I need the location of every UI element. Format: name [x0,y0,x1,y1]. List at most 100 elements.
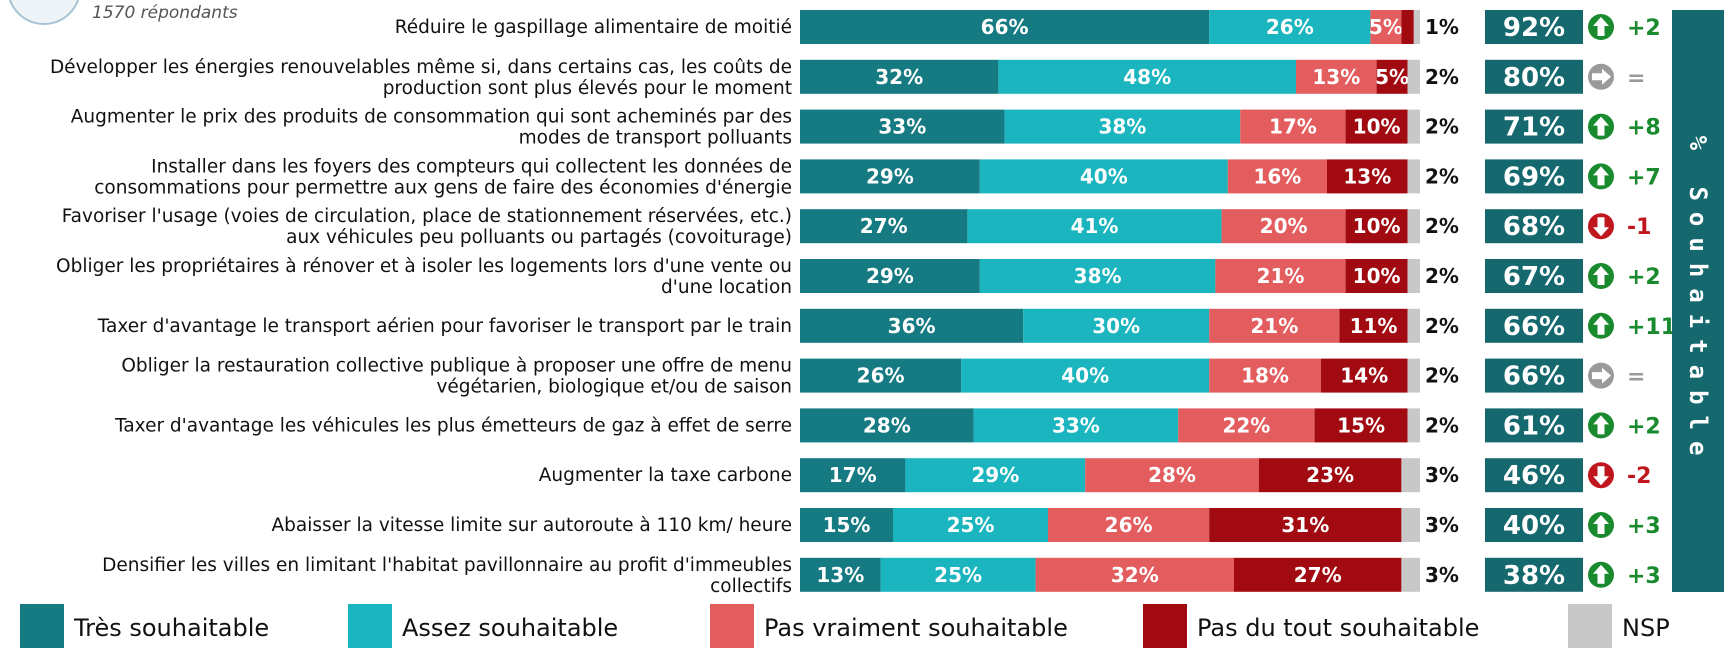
bar-segment-pas_vraiment [1035,557,1234,592]
bar-segment-nsp [1407,209,1420,244]
row-label: Augmenter la taxe carbone [539,465,792,486]
trend-up-icon [1588,312,1614,339]
bar-value-label: 16% [1253,164,1301,188]
bar-segment-assez [880,557,1036,592]
total-box [1485,308,1583,343]
bar-value-label: 13% [816,563,864,587]
legend-item-pas_vraiment: Pas vraiment souhaitable [710,604,1068,648]
bar-value-label: 17% [1269,115,1317,139]
total-box [1485,358,1583,393]
bar-value-label: 27% [1294,563,1342,587]
row-label: Abaisser la vitesse limite sur autoroute… [271,515,792,536]
legend-label: Pas du tout souhaitable [1197,614,1479,642]
chart-row: Taxer d'avantage le transport aérien pou… [97,308,1676,343]
row-label-line: Obliger la restauration collective publi… [121,356,792,377]
bar-segment-pas_du_tout [1209,508,1402,542]
row-label: Réduire le gaspillage alimentaire de moi… [395,17,792,38]
bar-segment-pas_du_tout [1345,109,1408,144]
bar-segment-pas_du_tout [1376,59,1408,94]
bar-value-label: 21% [1250,314,1298,338]
trend-up-icon [1588,163,1614,190]
bar-segment-assez [973,408,1179,443]
trend-delta: +8 [1627,116,1661,141]
total-value: 80% [1503,63,1565,93]
bar-segment-assez [961,358,1210,393]
bar-value-label: 5% [1369,15,1403,39]
logo-circle [9,0,79,25]
bar-value-label: 31% [1281,513,1329,537]
bar-segment-tres [800,408,974,443]
trend-delta: +2 [1627,16,1661,41]
row-label: Favoriser l'usage (voies de circulation,… [62,206,792,248]
bar-segment-tres [800,358,962,393]
row-label-line: d'une location [661,277,792,298]
bar-segment-tres [800,109,1005,144]
bar-value-label: 11% [1350,314,1398,338]
row-label-line: consommations pour permettre aux gens de… [94,177,792,198]
row-label: Taxer d'avantage les véhicules les plus … [114,415,792,436]
nsp-value-label: 2% [1425,364,1459,388]
bar-segment-pas_du_tout [1314,408,1408,443]
bar-segment-pas_vraiment [1240,109,1346,144]
bar-value-label: 29% [866,164,914,188]
row-label-line: collectifs [710,576,792,597]
total-box [1485,259,1583,293]
total-value: 71% [1503,113,1565,143]
trend-delta: +3 [1627,564,1661,589]
bar-segment-assez [998,59,1296,94]
chart-row: Favoriser l'usage (voies de circulation,… [62,206,1652,248]
total-value: 92% [1503,13,1565,43]
total-value: 66% [1503,362,1565,392]
bar-segment-pas_vraiment [1221,209,1346,244]
nsp-value-label: 3% [1425,513,1459,537]
total-value: 67% [1503,262,1565,292]
bar-value-label: 29% [971,463,1019,487]
bar-value-label: 30% [1092,314,1140,338]
bar-segment-pas_du_tout [1234,557,1402,592]
nsp-value-label: 2% [1425,115,1459,139]
row-label: Obliger les propriétaires à rénover et à… [56,256,792,298]
bar-segment-tres [800,159,980,194]
bar-value-label: 14% [1340,364,1388,388]
bar-segment-nsp [1407,408,1420,443]
sidebar-bg [1672,10,1724,592]
row-label: Taxer d'avantage le transport aérien pou… [97,316,792,337]
trend-delta: +11 [1627,315,1676,340]
nsp-value-label: 3% [1425,563,1459,587]
row-label: Densifier les villes en limitant l'habit… [102,555,792,597]
nsp-value-label: 1% [1425,15,1459,39]
trend-delta: +3 [1627,514,1661,539]
total-box [1485,557,1583,592]
bar-value-label: 28% [863,413,911,437]
chart-row: Obliger la restauration collective publi… [121,356,1645,398]
bar-segment-pas_vraiment [1296,59,1377,94]
bar-segment-pas_du_tout [1401,10,1414,44]
bar-segment-tres [800,209,968,244]
bar-segment-assez [967,209,1222,244]
souhaitable-sidebar: % Souhaitable [1672,10,1724,592]
bar-value-label: 18% [1241,364,1289,388]
bar-segment-pas_du_tout [1327,159,1408,194]
chart-row: Augmenter le prix des produits de consom… [71,107,1661,149]
bar-segment-nsp [1413,10,1420,44]
bar-value-label: 15% [823,513,871,537]
bar-segment-pas_du_tout [1320,358,1408,393]
total-box [1485,59,1583,94]
legend-label: Très souhaitable [73,614,269,642]
bar-value-label: 32% [1111,563,1159,587]
row-label-line: modes de transport polluants [519,128,792,149]
bar-value-label: 33% [878,115,926,139]
bar-value-label: 17% [829,463,877,487]
bar-segment-tres [800,508,893,542]
bar-value-label: 13% [1343,164,1391,188]
total-box [1485,408,1583,443]
nsp-value-label: 3% [1425,463,1459,487]
total-value: 38% [1503,561,1565,591]
trend-up-icon [1588,113,1614,140]
chart-row: Installer dans les foyers des compteurs … [94,156,1661,198]
trend-delta: -2 [1627,464,1651,489]
row-label-line: Densifier les villes en limitant l'habit… [102,555,792,576]
chart-row: Réduire le gaspillage alimentaire de moi… [395,10,1661,44]
bar-value-label: 29% [866,264,914,288]
